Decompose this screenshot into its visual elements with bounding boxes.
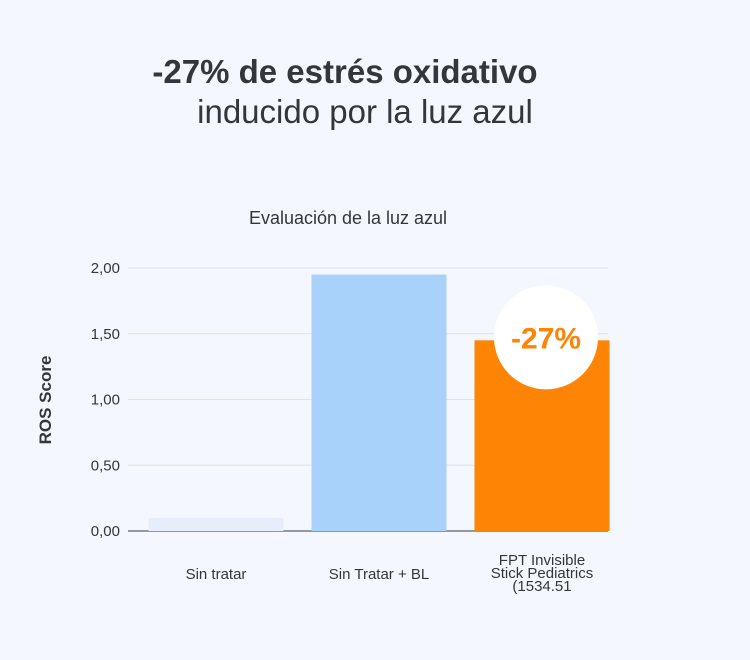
y-tick-label: 2,00 [91, 260, 120, 277]
headline-line-1: -27% de estrés oxidativo [152, 53, 538, 90]
x-tick-label: Sin Tratar + BL [329, 566, 429, 583]
badge-circle [494, 285, 598, 390]
bar [311, 274, 447, 531]
headline: -27% de estrés oxidativo inducido por la… [0, 52, 690, 132]
y-tick-label: 0,50 [91, 457, 120, 474]
bar [148, 517, 284, 531]
y-tick-label: 1,00 [91, 392, 120, 409]
y-tick-label: 0,00 [91, 523, 120, 540]
x-tick-label: FPT Invisible Stick Pediatrics (1534.51 [491, 552, 594, 595]
data-label: -27% [511, 322, 581, 355]
x-tick-label: Sin tratar [186, 566, 247, 583]
y-tick-label: 1,50 [91, 326, 120, 343]
chart-title: Evaluación de la luz azul [248, 208, 448, 228]
headline-line-2: inducido por la luz azul [197, 93, 533, 130]
